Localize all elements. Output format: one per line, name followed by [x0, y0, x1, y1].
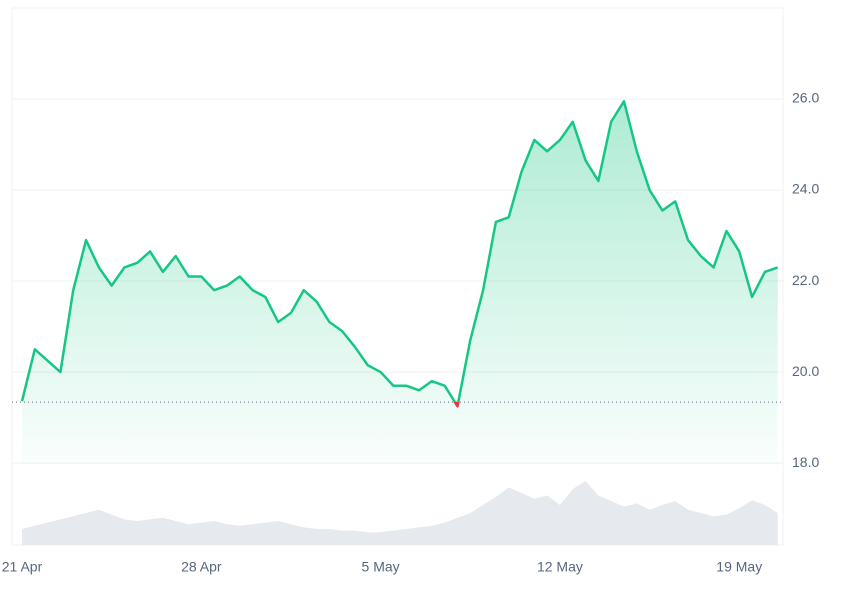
y-tick-label: 22.0: [792, 272, 819, 288]
price-area: [22, 101, 778, 466]
price-line: [20, 100, 779, 408]
x-tick-label: 19 May: [716, 559, 762, 575]
y-tick-label: 26.0: [792, 90, 819, 106]
x-tick-label: 5 May: [362, 559, 400, 575]
x-tick-label: 12 May: [537, 559, 583, 575]
volume-area: [22, 481, 778, 545]
y-tick-label: 18.0: [792, 454, 819, 470]
y-tick-label: 24.0: [792, 181, 819, 197]
y-tick-label: 20.0: [792, 363, 819, 379]
x-tick-label: 21 Apr: [2, 559, 43, 575]
x-tick-label: 28 Apr: [181, 559, 222, 575]
